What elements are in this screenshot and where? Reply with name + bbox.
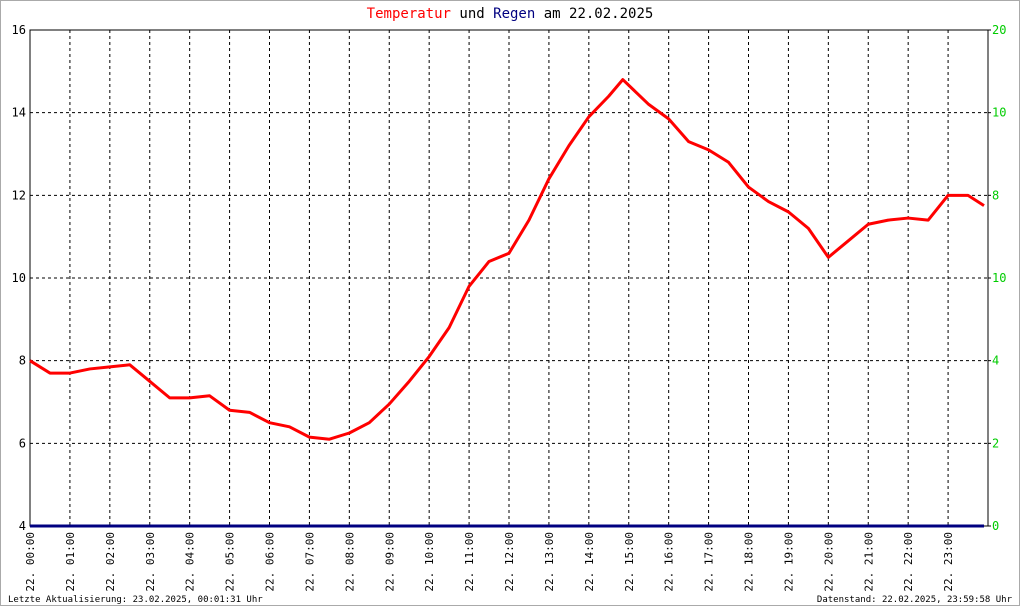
x-tick-label: 22. 19:00 bbox=[782, 532, 795, 592]
x-tick-label: 22. 14:00 bbox=[583, 532, 596, 592]
x-tick-label: 22. 23:00 bbox=[942, 532, 955, 592]
footer-left: Letzte Aktualisierung: 23.02.2025, 00:01… bbox=[8, 595, 263, 605]
x-tick-label: 22. 10:00 bbox=[423, 532, 436, 592]
y2-tick-label: 4 bbox=[992, 354, 999, 368]
y-tick-label: 12 bbox=[12, 188, 26, 202]
y2-tick-label: 8 bbox=[992, 188, 999, 202]
x-tick-label: 22. 22:00 bbox=[902, 532, 915, 592]
x-tick-label: 22. 00:00 bbox=[24, 532, 37, 592]
y-tick-label: 10 bbox=[12, 271, 26, 285]
footer-right: Datenstand: 22.02.2025, 23:59:58 Uhr bbox=[817, 595, 1013, 605]
x-tick-label: 22. 09:00 bbox=[383, 532, 396, 592]
y-tick-label: 4 bbox=[19, 519, 26, 533]
x-tick-label: 22. 13:00 bbox=[543, 532, 556, 592]
series-line bbox=[29, 78, 985, 441]
x-tick-label: 22. 17:00 bbox=[703, 532, 716, 592]
x-tick-label: 22. 05:00 bbox=[224, 532, 237, 592]
y-tick-label: 8 bbox=[19, 354, 26, 368]
y-tick-label: 14 bbox=[12, 106, 26, 120]
y-tick-label: 6 bbox=[19, 436, 26, 450]
title-part: und bbox=[459, 6, 484, 22]
y2-tick-label: 2 bbox=[992, 436, 999, 450]
title-part: Regen bbox=[493, 6, 535, 22]
x-tick-label: 22. 20:00 bbox=[822, 532, 835, 592]
y-tick-label: 16 bbox=[12, 23, 26, 37]
x-tick-label: 22. 01:00 bbox=[64, 532, 77, 592]
title-part: Temperatur bbox=[367, 6, 451, 22]
x-tick-label: 22. 12:00 bbox=[503, 532, 516, 592]
x-tick-label: 22. 06:00 bbox=[264, 532, 277, 592]
x-tick-label: 22. 02:00 bbox=[104, 532, 117, 592]
x-tick-label: 22. 07:00 bbox=[303, 532, 316, 592]
x-tick-label: 22. 21:00 bbox=[862, 532, 875, 592]
x-tick-label: 22. 16:00 bbox=[663, 532, 676, 592]
x-tick-label: 22. 03:00 bbox=[144, 532, 157, 592]
x-tick-label: 22. 11:00 bbox=[463, 532, 476, 592]
y2-tick-label: 20 bbox=[992, 23, 1006, 37]
y2-tick-label: 10 bbox=[992, 106, 1006, 120]
y2-tick-label: 10 bbox=[992, 271, 1006, 285]
title-part: am 22.02.2025 bbox=[544, 6, 654, 22]
x-tick-label: 22. 08:00 bbox=[343, 532, 356, 592]
x-tick-label: 22. 15:00 bbox=[623, 532, 636, 592]
chart-title: Temperatur und Regen am 22.02.2025 bbox=[367, 6, 654, 22]
x-tick-label: 22. 18:00 bbox=[743, 532, 756, 592]
x-tick-label: 22. 04:00 bbox=[184, 532, 197, 592]
y2-tick-label: 0 bbox=[992, 519, 999, 533]
